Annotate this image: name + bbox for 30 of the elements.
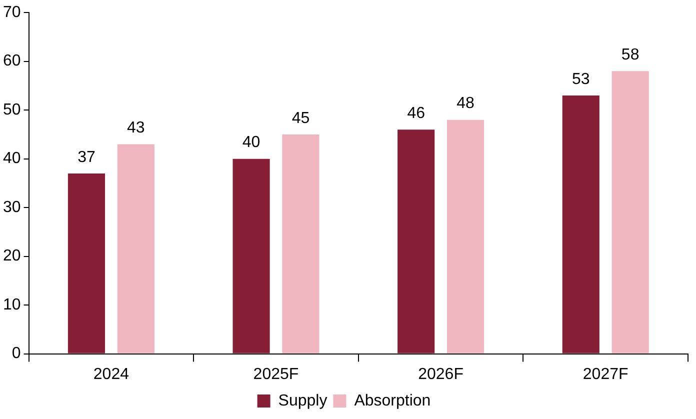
y-tick-label: 50	[3, 101, 21, 118]
y-tick-label: 20	[3, 248, 21, 265]
bar	[398, 130, 435, 354]
y-tick-label: 0	[12, 345, 21, 362]
bar	[562, 95, 600, 354]
data-label: 37	[78, 148, 96, 166]
bar	[612, 71, 649, 354]
x-tick-label: 2027F	[582, 366, 629, 383]
x-tick-label: 2026F	[418, 366, 464, 383]
legend-label: Absorption	[354, 392, 431, 410]
bar	[117, 144, 154, 354]
data-label: 53	[572, 70, 590, 88]
y-tick-label: 40	[3, 150, 21, 168]
bar	[446, 120, 484, 354]
data-label: 48	[456, 95, 475, 112]
data-label: 46	[407, 104, 426, 122]
bar	[282, 134, 320, 354]
y-tick-label: 70	[3, 4, 21, 22]
legend-label: Supply	[278, 392, 328, 410]
bar	[68, 173, 106, 354]
y-tick-label: 10	[3, 296, 21, 314]
y-tick-label: 30	[3, 198, 21, 216]
data-label: 43	[127, 120, 145, 137]
bar	[232, 158, 270, 354]
x-tick-label: 2025F	[253, 366, 299, 383]
x-tick-label: 2024	[93, 366, 130, 383]
data-label: 40	[242, 134, 260, 152]
data-label: 45	[292, 110, 310, 127]
y-tick-label: 60	[3, 52, 21, 70]
data-label: 58	[621, 46, 640, 64]
